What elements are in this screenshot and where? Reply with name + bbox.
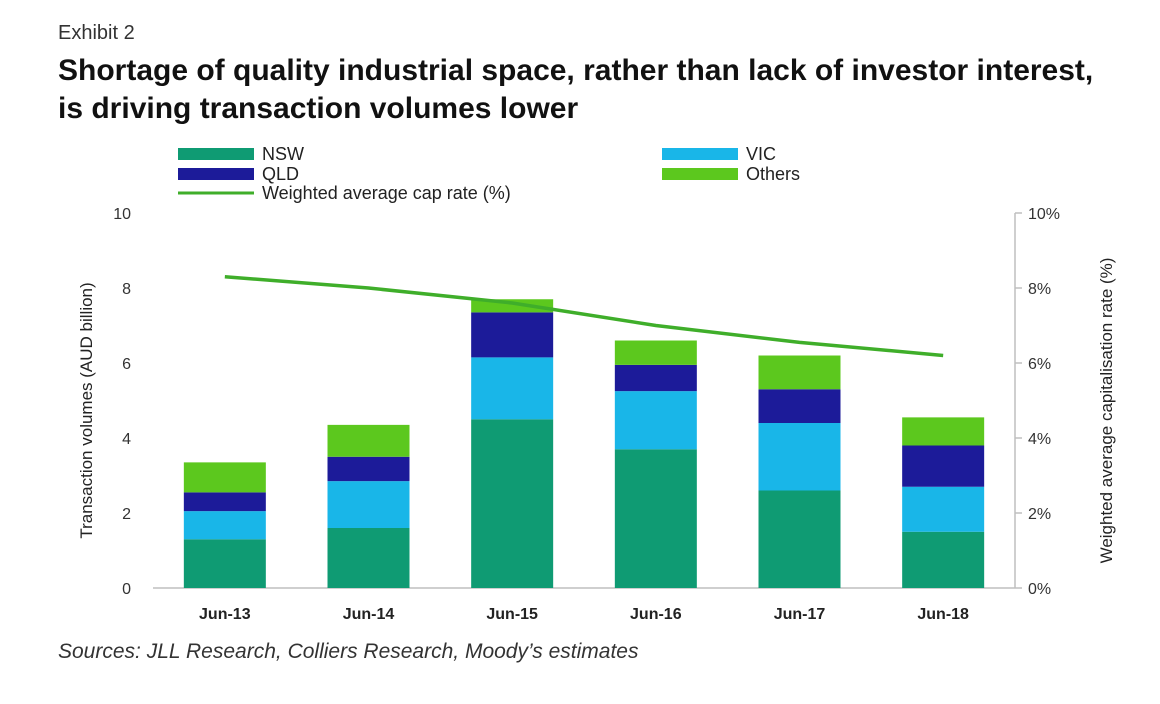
right-tick-label: 8%: [1028, 281, 1051, 298]
bar-qld-jun-14: [327, 456, 410, 482]
legend-label-vic: VIC: [746, 144, 776, 164]
right-axis-title: Weighted average capitalisation rate (%): [1097, 258, 1116, 564]
exhibit-label: Exhibit 2: [58, 22, 135, 44]
bar-nsw-jun-18: [902, 531, 985, 588]
right-tick-label: 6%: [1028, 356, 1051, 373]
legend-swatch-vic: [662, 148, 738, 160]
ticks-group: 0 2 4 6 8 10 0% 2% 4% 6% 8% 10% Jun-13 Jun-14 Jun-15 Ju…: [113, 206, 1060, 623]
legend-label-cap-rate: Weighted average cap rate (%): [262, 183, 511, 203]
y-tick-label: 4: [122, 431, 131, 448]
bar-nsw-jun-13: [183, 539, 266, 588]
bar-qld-jun-17: [758, 389, 841, 423]
chart-title: Shortage of quality industrial space, ra…: [58, 54, 1094, 125]
bar-nsw-jun-17: [758, 490, 841, 588]
y-axis-title: Transaction volumes (AUD billion): [77, 282, 96, 538]
x-tick-label: Jun-14: [343, 606, 395, 623]
cap-rate-line-group: [224, 275, 944, 358]
x-tick-label: Jun-18: [917, 606, 969, 623]
x-tick-label: Jun-16: [630, 606, 682, 623]
legend-label-others: Others: [746, 164, 800, 184]
legend-label-qld: QLD: [262, 164, 299, 184]
bar-qld-jun-18: [902, 445, 985, 487]
bar-nsw-jun-15: [471, 419, 554, 588]
x-tick-label: Jun-15: [486, 606, 538, 623]
bar-qld-jun-15: [471, 312, 554, 358]
source-note: Sources: JLL Research, Colliers Research…: [58, 640, 639, 663]
y-tick-label: 0: [122, 581, 131, 598]
right-tick-label: 10%: [1028, 206, 1060, 223]
right-tick-label: 2%: [1028, 506, 1051, 523]
bar-others-jun-18: [902, 417, 985, 446]
legend-swatch-qld: [178, 168, 254, 180]
x-tick-label: Jun-13: [199, 606, 251, 623]
x-tick-label: Jun-17: [774, 606, 826, 623]
legend: NSW VIC QLD Others Weighted average cap rate…: [178, 144, 800, 203]
cap-rate-line: [224, 275, 944, 358]
y-tick-label: 2: [122, 506, 131, 523]
legend-swatch-nsw: [178, 148, 254, 160]
bar-vic-jun-16: [614, 391, 697, 450]
bar-vic-jun-17: [758, 423, 841, 491]
bar-others-jun-14: [327, 424, 410, 457]
bars-group: [183, 299, 985, 588]
bar-others-jun-16: [614, 340, 697, 365]
y-tick-label: 10: [113, 206, 131, 223]
bar-others-jun-13: [183, 462, 266, 493]
bar-nsw-jun-16: [614, 449, 697, 588]
y-tick-label: 6: [122, 356, 131, 373]
y-tick-label: 8: [122, 281, 131, 298]
bar-vic-jun-13: [183, 511, 266, 540]
legend-label-nsw: NSW: [262, 144, 304, 164]
axes: [153, 213, 1016, 589]
bar-others-jun-17: [758, 355, 841, 390]
bar-vic-jun-18: [902, 486, 985, 532]
bar-qld-jun-16: [614, 364, 697, 392]
bar-nsw-jun-14: [327, 528, 410, 588]
right-tick-label: 0%: [1028, 581, 1051, 598]
right-tick-label: 4%: [1028, 431, 1051, 448]
bar-qld-jun-13: [183, 492, 266, 512]
bar-vic-jun-14: [327, 481, 410, 528]
bar-vic-jun-15: [471, 357, 554, 420]
legend-swatch-others: [662, 168, 738, 180]
